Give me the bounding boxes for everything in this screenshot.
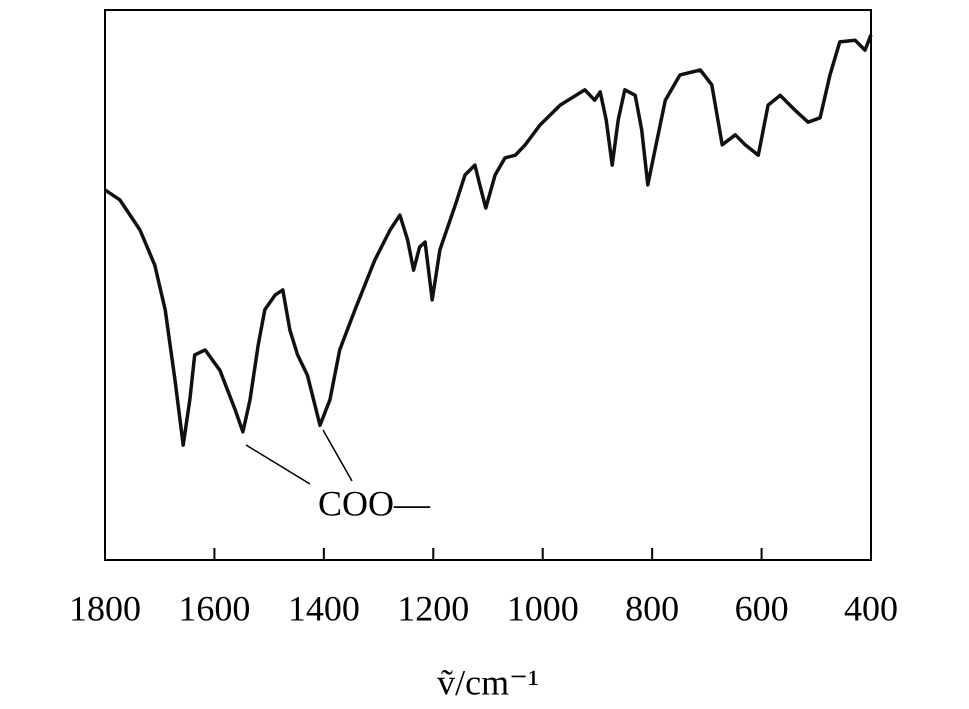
plot-frame xyxy=(104,9,872,561)
x-tick-label: 1200 xyxy=(397,588,469,628)
x-axis-label: ṽ/cm⁻¹ xyxy=(437,662,539,702)
leader-line xyxy=(322,429,353,482)
spectrum-line xyxy=(104,34,873,447)
x-tick-label: 400 xyxy=(844,588,898,628)
leader-line xyxy=(245,444,311,485)
x-tick-label: 1000 xyxy=(507,588,579,628)
x-tick-label: 1400 xyxy=(288,588,360,628)
x-tick-label: 800 xyxy=(625,588,679,628)
x-tick-label: 1600 xyxy=(178,588,250,628)
x-tick-label: 600 xyxy=(735,588,789,628)
x-tick-label: 1800 xyxy=(69,588,141,628)
annotation: COO— xyxy=(318,483,431,523)
